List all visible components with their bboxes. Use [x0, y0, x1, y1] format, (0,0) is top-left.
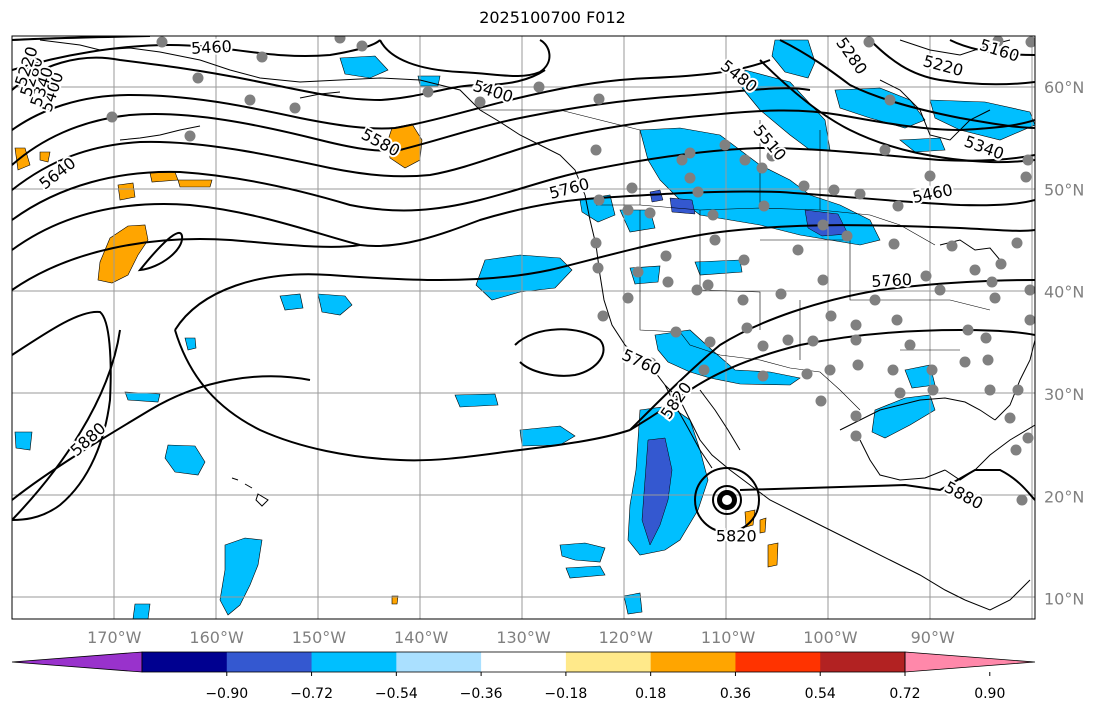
- colorbar-tick-label: −0.72: [290, 686, 333, 702]
- lat-tick-label: 50°N: [1044, 180, 1084, 199]
- lat-tick-label: 60°N: [1044, 78, 1084, 97]
- height-contours: [12, 36, 1035, 521]
- political-borders: [480, 109, 991, 411]
- map-title: 2025100700 F012: [479, 8, 626, 27]
- colorbar: −0.90 −0.72 −0.54 −0.36 −0.18 0.18 0.36 0.54 0.7…: [11, 651, 1036, 702]
- colorbar-tick-label: −0.54: [375, 686, 418, 702]
- colorbar-swatch: [396, 652, 482, 672]
- colorbar-swatch: [735, 652, 821, 672]
- colorbar-tick-label: 0.90: [974, 686, 1005, 702]
- colorbar-extend-high: [904, 651, 1036, 673]
- colorbar-swatch: [142, 652, 228, 672]
- lon-tick-label: 160°W: [189, 628, 244, 647]
- colorbar-tick-label: 0.36: [720, 686, 751, 702]
- colorbar-swatch: [311, 652, 397, 672]
- map-frame: [11, 35, 1036, 620]
- lon-tick-label: 130°W: [496, 628, 551, 647]
- lat-tick-label: 20°N: [1044, 487, 1084, 506]
- colorbar-tick-label: −0.18: [544, 686, 587, 702]
- colorbar-tick-label: −0.90: [205, 686, 248, 702]
- low-center: [694, 467, 760, 533]
- colorbar-extend-low: [11, 651, 143, 673]
- lat-tick-label: 30°N: [1044, 385, 1084, 404]
- colorbar-outline: [141, 651, 906, 673]
- colorbar-tick-label: −0.36: [460, 686, 503, 702]
- colorbar-tick-label: 0.72: [889, 686, 920, 702]
- lat-tick-label: 40°N: [1044, 283, 1084, 302]
- lon-tick-label: 150°W: [292, 628, 347, 647]
- lon-tick-label: 110°W: [701, 628, 756, 647]
- colorbar-tick-label: 0.18: [635, 686, 666, 702]
- shaded-field-positive: [14, 123, 779, 605]
- lon-tick-label: 100°W: [803, 628, 858, 647]
- station-markers: [106, 36, 1035, 506]
- lon-tick-label: 140°W: [394, 628, 449, 647]
- lon-tick-label: 170°W: [87, 628, 142, 647]
- contour-label: 5460: [191, 37, 233, 58]
- colorbar-tick-label: 0.54: [805, 686, 836, 702]
- colorbar-swatch: [226, 652, 313, 672]
- colorbar-swatch: [820, 652, 906, 672]
- latitude-labels: 10°N 20°N 30°N 40°N 50°N 60°N: [1044, 78, 1084, 608]
- colorbar-swatch: [565, 652, 652, 672]
- contour-label: 5820: [716, 527, 757, 546]
- longitude-labels: 170°W 160°W 150°W 140°W 130°W 120°W 110°W 100°W…: [87, 628, 955, 647]
- colorbar-swatch: [481, 652, 567, 672]
- lon-tick-label: 120°W: [599, 628, 654, 647]
- contour-label: 5760: [871, 270, 913, 291]
- colorbar-swatch: [650, 652, 736, 672]
- lat-tick-label: 10°N: [1044, 590, 1084, 609]
- lon-tick-label: 90°W: [911, 628, 955, 647]
